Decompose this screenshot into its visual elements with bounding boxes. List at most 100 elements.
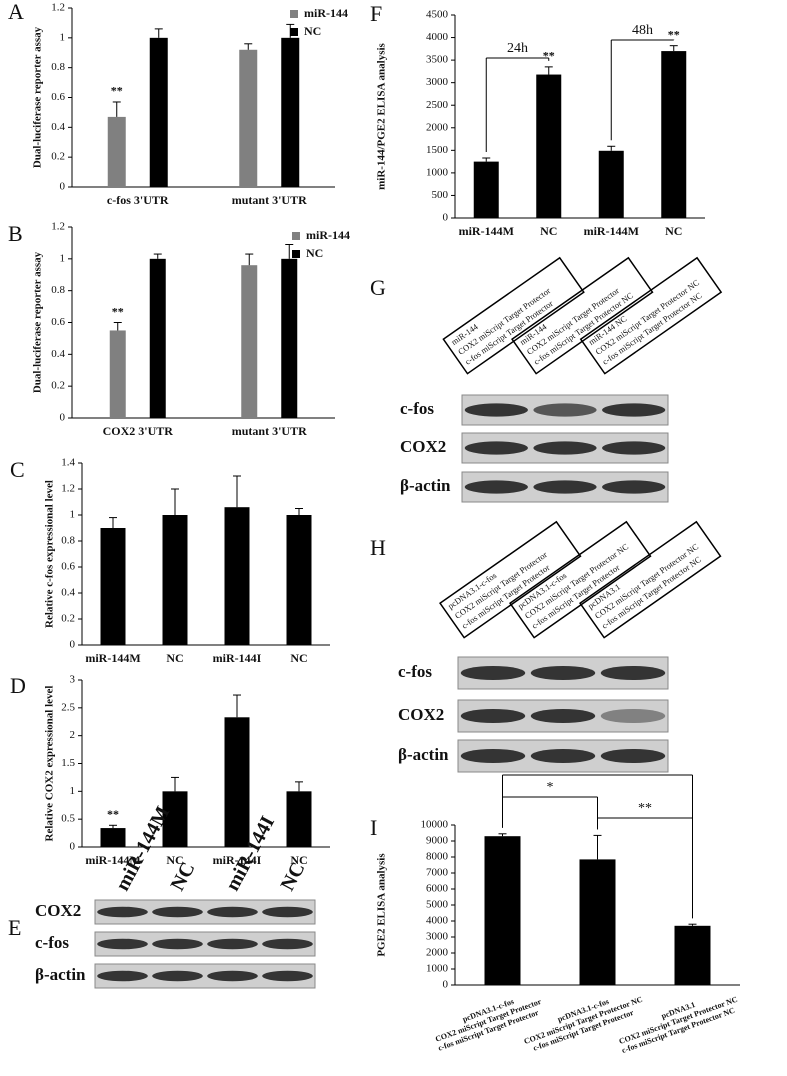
bar xyxy=(286,791,312,847)
bar xyxy=(224,717,250,847)
panel-label: A xyxy=(8,0,24,24)
bar xyxy=(100,828,126,847)
bar xyxy=(536,74,562,219)
y-axis-label: Dual-luciferase reporter assay xyxy=(32,251,44,393)
significance-label: ** xyxy=(668,27,680,41)
blot-band xyxy=(97,970,148,982)
blot-band xyxy=(460,748,526,764)
y-tick-label: 1.2 xyxy=(51,221,65,233)
bar xyxy=(109,330,126,418)
panel-label: D xyxy=(10,673,26,698)
lane-box-frame xyxy=(579,256,723,375)
x-tick-label: miR-144M xyxy=(85,651,140,665)
row-label: β-actin xyxy=(398,745,449,764)
blot-band xyxy=(460,708,526,724)
y-tick-label: 0.6 xyxy=(51,316,65,328)
y-tick-label: 3 xyxy=(70,674,76,686)
blot-band xyxy=(533,403,597,417)
x-tick-label: COX2 3'UTR xyxy=(103,424,174,438)
y-tick-label: 8000 xyxy=(426,851,449,863)
significance-label: ** xyxy=(543,49,555,63)
significance-label: ** xyxy=(107,807,119,821)
blot-band xyxy=(602,480,666,494)
blot-band xyxy=(602,403,666,417)
y-tick-label: 6000 xyxy=(426,883,449,895)
blot-band xyxy=(460,665,526,681)
x-tick-label: mutant 3'UTR xyxy=(232,193,307,207)
bar xyxy=(661,51,687,218)
y-tick-label: 0.4 xyxy=(61,587,75,599)
bracket-label: 24h xyxy=(507,41,528,56)
y-tick-label: 1.2 xyxy=(51,2,65,14)
y-tick-label: 0.8 xyxy=(51,61,65,73)
bar xyxy=(107,116,126,187)
blot-band xyxy=(262,938,313,950)
blot-band xyxy=(530,708,596,724)
legend-swatch xyxy=(292,250,300,258)
blot-band xyxy=(530,665,596,681)
y-tick-label: 2.5 xyxy=(61,701,75,713)
blot-band xyxy=(602,441,666,455)
x-tick-label: mutant 3'UTR xyxy=(232,424,307,438)
y-tick-label: 1.2 xyxy=(61,483,75,495)
y-axis-label: Relative c-fos expressional level xyxy=(44,480,56,628)
y-tick-label: 9000 xyxy=(426,835,449,847)
x-tick-label: c-fos 3'UTR xyxy=(107,193,169,207)
y-tick-label: 0.8 xyxy=(61,535,75,547)
row-label: COX2 xyxy=(35,901,81,920)
legend-label: NC xyxy=(304,24,321,38)
y-tick-label: 2000 xyxy=(426,121,449,133)
bar xyxy=(239,49,258,188)
lane-box-frame xyxy=(439,520,582,639)
x-tick-label: NC xyxy=(290,651,307,665)
significance-label: ** xyxy=(111,84,123,98)
y-tick-label: 2 xyxy=(70,729,76,741)
blot-band xyxy=(530,748,596,764)
y-tick-label: 1500 xyxy=(426,144,449,156)
panel-label: I xyxy=(370,815,377,840)
bar xyxy=(100,528,126,645)
legend-label: miR-144 xyxy=(304,6,348,20)
blot-band xyxy=(600,748,666,764)
y-tick-label: 5000 xyxy=(426,899,449,911)
y-tick-label: 500 xyxy=(432,189,449,201)
y-axis-label: miR-144/PGE2 ELISA analysis xyxy=(376,42,388,189)
x-tick-label: miR-144M xyxy=(85,853,140,867)
y-tick-label: 4500 xyxy=(426,9,449,21)
lane-box-frame xyxy=(509,520,652,639)
y-tick-label: 1.4 xyxy=(61,457,75,469)
panel-label: C xyxy=(10,457,25,482)
blot-band xyxy=(207,906,258,918)
panel-label: G xyxy=(370,275,386,300)
blot-band xyxy=(97,938,148,950)
y-tick-label: 10000 xyxy=(421,819,449,831)
bracket-label: * xyxy=(547,780,554,795)
y-tick-label: 0 xyxy=(443,212,449,224)
x-tick-label: miR-144M xyxy=(584,224,639,238)
x-tick-label: NC xyxy=(166,853,183,867)
blot-band xyxy=(533,480,597,494)
y-tick-label: 1 xyxy=(60,31,66,43)
y-tick-label: 1 xyxy=(70,509,76,521)
y-axis-label: PGE2 ELISA analysis xyxy=(376,853,388,957)
x-tick-label: miR-144I xyxy=(213,853,262,867)
y-tick-label: 0.2 xyxy=(61,613,75,625)
panel-label: F xyxy=(370,1,382,26)
blot-band xyxy=(533,441,597,455)
legend-label: NC xyxy=(306,246,323,260)
y-tick-label: 4000 xyxy=(426,915,449,927)
y-tick-label: 0 xyxy=(70,841,76,853)
y-tick-label: 0.6 xyxy=(61,561,75,573)
blot-band xyxy=(464,441,528,455)
row-label: β-actin xyxy=(35,965,86,984)
y-tick-label: 0.8 xyxy=(51,284,65,296)
blot-band xyxy=(600,708,666,724)
y-tick-label: 3000 xyxy=(426,931,449,943)
y-tick-label: 7000 xyxy=(426,867,449,879)
row-label: COX2 xyxy=(398,705,444,724)
y-tick-label: 1.5 xyxy=(61,757,75,769)
bar xyxy=(281,258,298,418)
y-axis-label: Relative COX2 expressional level xyxy=(44,686,56,842)
